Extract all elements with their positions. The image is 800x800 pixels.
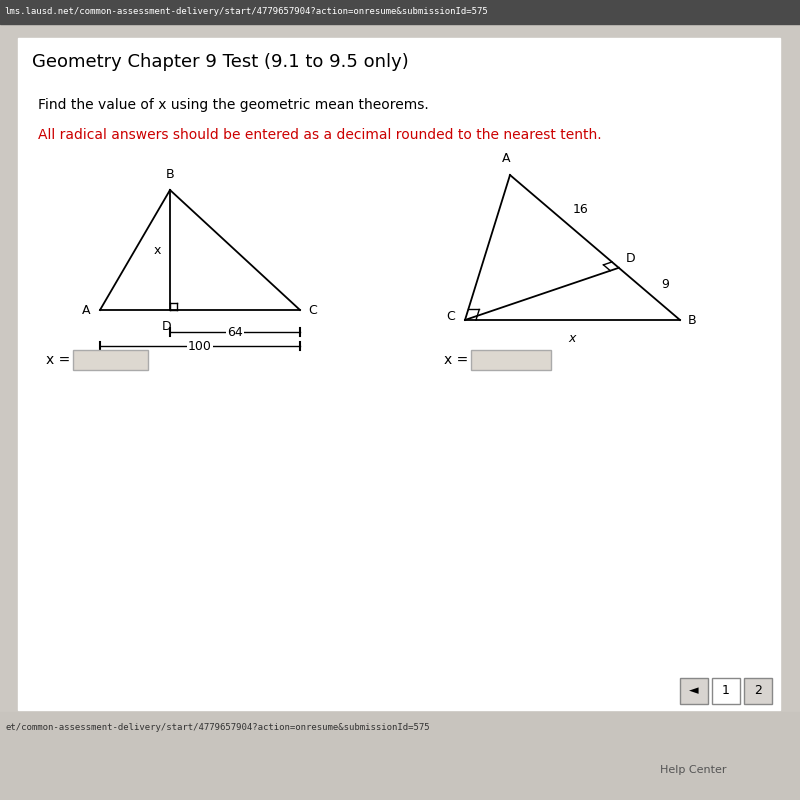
Text: C: C [308,303,317,317]
Text: x =: x = [444,353,468,367]
Bar [471,350,551,370]
Text: x: x [154,243,161,257]
Text: 16: 16 [573,203,589,216]
Text: A: A [502,152,510,165]
Text: 9: 9 [661,278,669,290]
Text: x: x [569,332,576,345]
Text: D: D [626,252,635,265]
Text: Geometry Chapter 9 Test (9.1 to 9.5 only): Geometry Chapter 9 Test (9.1 to 9.5 only… [32,53,409,71]
Text: All radical answers should be entered as a decimal rounded to the nearest tenth.: All radical answers should be entered as… [38,128,602,142]
Bar [0,0,800,24]
Bar [712,678,740,704]
Text: 2: 2 [754,685,762,698]
Text: ◄: ◄ [689,685,699,698]
Text: 1: 1 [722,685,730,698]
Text: A: A [82,303,90,317]
Text: x =: x = [46,353,70,367]
Text: B: B [688,314,697,326]
Text: Help Center: Help Center [660,765,726,775]
Bar [680,678,708,704]
Text: B: B [166,168,174,181]
Text: 64: 64 [227,326,243,338]
Bar [744,678,772,704]
Text: C: C [446,310,455,322]
Bar [0,712,800,800]
Bar [18,38,780,710]
Text: 100: 100 [188,339,212,353]
Text: lms.lausd.net/common-assessment-delivery/start/4779657904?action=onresume&submis: lms.lausd.net/common-assessment-delivery… [4,7,488,17]
Text: et/common-assessment-delivery/start/4779657904?action=onresume&submissionId=575: et/common-assessment-delivery/start/4779… [5,723,430,733]
Bar [73,350,148,370]
Text: Find the value of x using the geometric mean theorems.: Find the value of x using the geometric … [38,98,429,112]
Text: D: D [162,320,172,333]
